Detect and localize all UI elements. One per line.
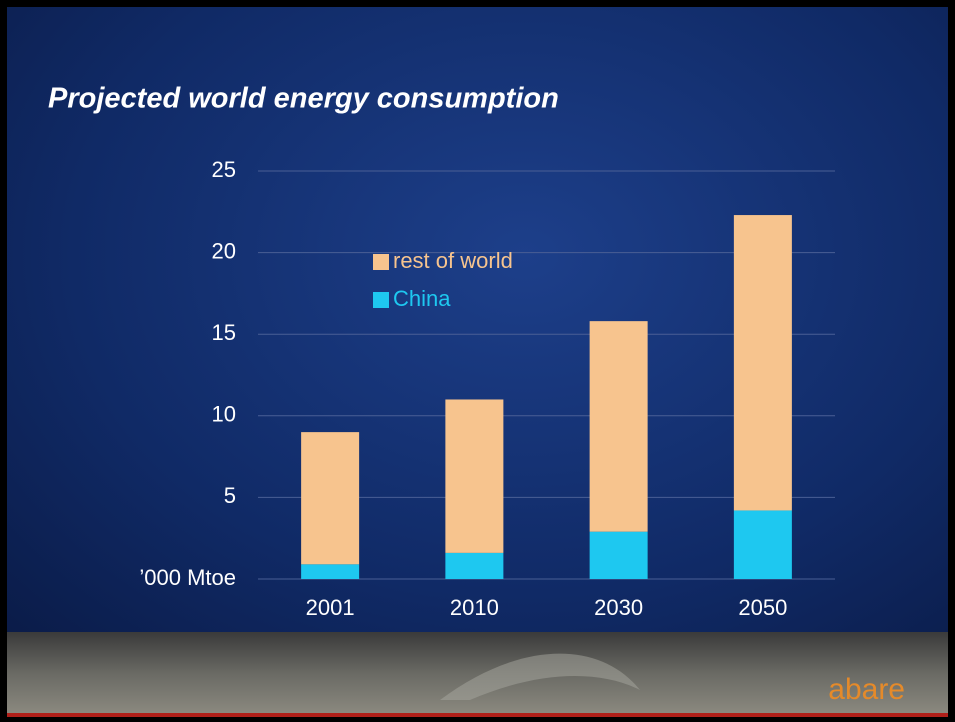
footer-swoosh [440, 653, 640, 700]
y-tick-label: 20 [212, 238, 236, 263]
x-tick-label: 2050 [738, 595, 787, 620]
footer-band [7, 632, 948, 715]
y-tick-label: 5 [224, 483, 236, 508]
legend-label: China [393, 286, 451, 311]
bar-segment [301, 564, 360, 579]
bar-segment [733, 215, 792, 511]
chart-title: Projected world energy consumption [48, 83, 559, 115]
x-tick-label: 2001 [306, 595, 355, 620]
y-tick-label: 25 [212, 157, 236, 182]
y-tick-label: ’000 Mtoe [139, 565, 236, 590]
y-tick-label: 10 [212, 402, 236, 427]
bar-segment [589, 321, 648, 532]
bar-segment [445, 399, 504, 553]
y-tick-label: 15 [212, 320, 236, 345]
bar-segment [301, 432, 360, 565]
x-tick-label: 2030 [594, 595, 643, 620]
plot: ’000 Mtoe 5 10 15 20 25 2001 2010 2030 2050 China r… [139, 157, 835, 620]
x-tick-label: 2010 [450, 595, 499, 620]
legend-swatch [373, 254, 389, 270]
bar-segment [589, 531, 648, 579]
legend-swatch [373, 292, 389, 308]
logo: abare [828, 673, 905, 706]
footer-rule [7, 713, 948, 717]
bar-segment [733, 510, 792, 579]
bar-segment [445, 552, 504, 579]
legend-label: rest of world [393, 248, 513, 273]
